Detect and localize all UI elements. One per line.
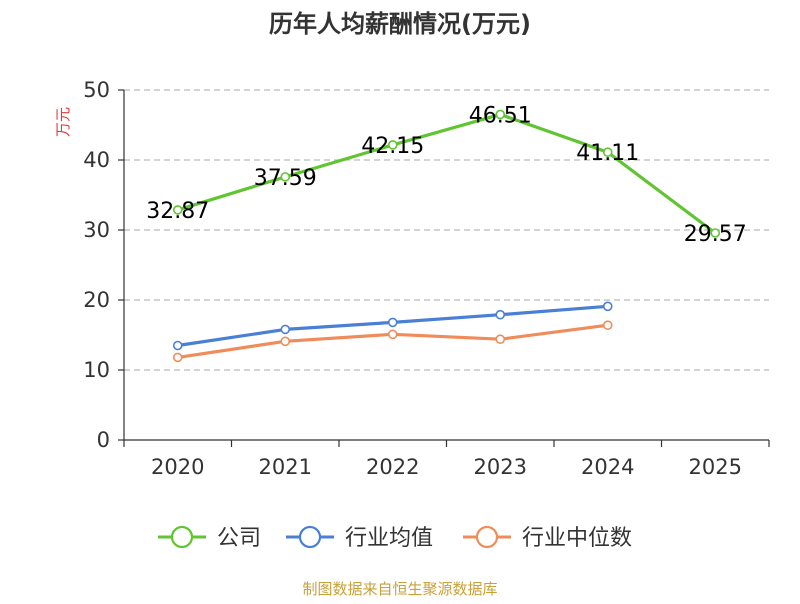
y-tick-label-20: 20	[83, 288, 110, 312]
legend-label-0: 公司	[217, 526, 261, 551]
y-tick-label-50: 50	[83, 78, 110, 102]
legend: 公司 行业均值 行业中位数	[158, 525, 632, 551]
data-point-2-3	[495, 334, 506, 345]
data-point-1-0	[172, 340, 183, 351]
data-label-0-4: 41.11	[576, 141, 639, 166]
legend-swatch-marker-1	[298, 525, 322, 549]
legend-label-1: 行业均值	[345, 526, 433, 551]
series-1	[172, 301, 613, 351]
x-tick-label-2023: 2023	[474, 455, 527, 479]
data-point-2-2	[387, 329, 398, 340]
series-2	[172, 320, 613, 363]
legend-swatch-marker-2	[475, 525, 499, 549]
legend-label-2: 行业中位数	[522, 526, 632, 551]
data-label-0-3: 46.51	[469, 103, 532, 128]
data-label-0-5: 29.57	[684, 222, 747, 247]
legend-item-1: 行业均值	[286, 525, 433, 551]
data-point-0-4	[602, 147, 613, 158]
legend-item-0: 公司	[158, 525, 261, 551]
series-group	[172, 109, 721, 363]
data-point-0-3	[495, 109, 506, 120]
data-point-2-4	[602, 320, 613, 331]
data-point-2-1	[280, 336, 291, 347]
data-point-0-0	[172, 205, 183, 215]
axes: 0 10 20 30 40 50 2020 2021 2022 2023 2024 2025	[83, 78, 770, 479]
x-tick-label-2024: 2024	[581, 455, 634, 479]
legend-swatch-marker-0	[170, 525, 194, 549]
source-note: 制图数据来自恒生聚源数据库	[302, 580, 497, 598]
data-point-1-2	[387, 317, 398, 328]
series-0	[172, 109, 721, 238]
data-point-0-2	[387, 140, 398, 150]
y-tick-label-10: 10	[83, 358, 110, 382]
data-point-1-1	[280, 324, 291, 335]
legend-item-2: 行业中位数	[463, 525, 632, 551]
data-point-0-5	[710, 228, 721, 238]
data-label-0-0: 32.87	[146, 199, 209, 224]
y-axis-label: 万元	[54, 107, 72, 137]
data-label-0-1: 37.59	[254, 166, 317, 191]
y-tick-label-30: 30	[83, 218, 110, 242]
data-label-0-2: 42.15	[361, 134, 424, 159]
x-tick-label-2022: 2022	[366, 455, 419, 479]
x-tick-label-2021: 2021	[259, 455, 312, 479]
data-point-1-4	[602, 301, 613, 312]
series-line-0	[177, 112, 717, 235]
data-point-1-3	[495, 309, 506, 320]
y-tick-label-0: 0	[97, 428, 110, 452]
data-point-2-0	[172, 352, 183, 363]
data-point-0-1	[280, 172, 291, 182]
data-labels: 32.87 37.59 42.15 46.51 41.11 29.57	[146, 103, 746, 247]
y-tick-label-40: 40	[83, 148, 110, 172]
x-tick-label-2020: 2020	[151, 455, 204, 479]
x-tick-label-2025: 2025	[689, 455, 742, 479]
chart-title: 历年人均薪酬情况(万元)	[269, 10, 531, 38]
grid-lines	[124, 89, 769, 371]
